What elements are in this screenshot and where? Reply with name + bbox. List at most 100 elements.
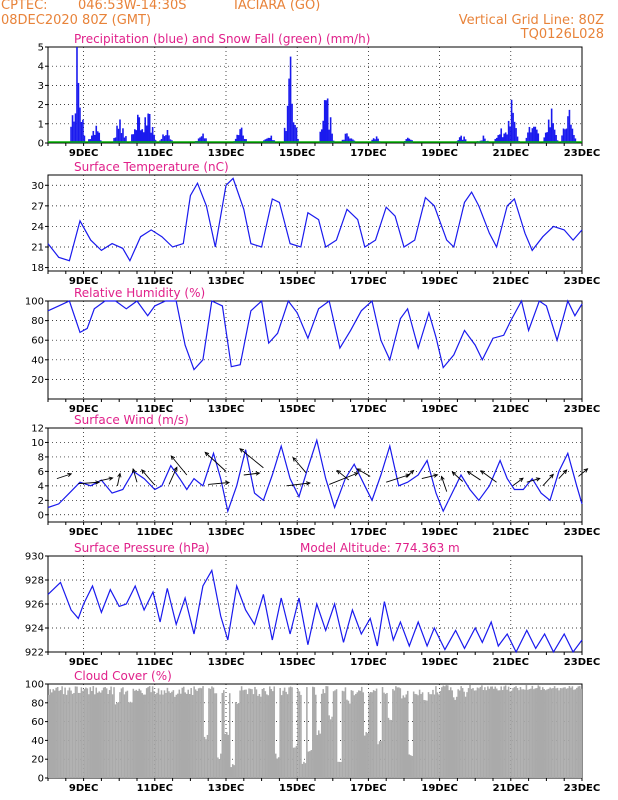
precip-bar [93, 134, 96, 143]
cloud-bar [519, 687, 522, 778]
cloud-bar [390, 720, 393, 778]
cloud-bar [541, 687, 544, 778]
precip-bar [460, 135, 462, 143]
cloud-bar [418, 689, 421, 778]
cloud-bar [301, 763, 304, 778]
cloud-bar [521, 689, 523, 778]
cloud-ytick-label: 20 [31, 755, 44, 766]
cloud-bar [411, 755, 413, 778]
precip-bar [70, 126, 72, 143]
cloud-bar [490, 686, 492, 778]
precip-bar [80, 121, 83, 143]
precip-bar [463, 136, 465, 143]
cloud-bar [122, 687, 124, 778]
pressure-xtick-label: 11DEC [137, 657, 173, 668]
temperature-ytick-label: 27 [31, 201, 44, 212]
cloud-bar [494, 686, 497, 778]
precip-bar [329, 117, 332, 143]
cloud-bar [404, 697, 406, 778]
wind-arrow-head [108, 476, 114, 481]
wind-arrow-head [305, 481, 311, 486]
precip-bar [568, 109, 571, 143]
cloud-bar [203, 736, 206, 778]
cloud-bar [199, 687, 201, 778]
pressure-xtick-label: 15DEC [279, 657, 315, 668]
wind-xtick-label: 17DEC [350, 527, 386, 538]
precip-bar [74, 113, 77, 143]
cloud-bar [504, 685, 507, 778]
cloud-bar [212, 687, 215, 778]
cloud-bar [402, 695, 405, 778]
precip-bar [297, 138, 299, 143]
precip-bar [525, 137, 528, 143]
cloud-bar [227, 734, 230, 778]
precip-bar [464, 139, 467, 143]
cloud-bar [154, 694, 157, 778]
cloud-xtick-label: 13DEC [208, 783, 244, 794]
cloud-bar [257, 695, 259, 778]
cloud-bar [96, 692, 99, 778]
cloud-bar [263, 688, 265, 778]
pressure-xtick-label: 23DEC [564, 657, 600, 668]
precip-bar [77, 82, 80, 143]
precip-bar [503, 133, 505, 143]
header-grid-note: Vertical Grid Line: 80Z [458, 13, 604, 28]
precip-bar [374, 139, 376, 143]
cloud-bar [113, 687, 115, 778]
cloud-bar [555, 688, 557, 778]
cloud-bar [452, 697, 455, 778]
precip-bar [498, 134, 501, 143]
cloud-bar [349, 703, 351, 778]
cloud-bar [208, 688, 210, 778]
precip-bar [166, 130, 169, 143]
cloud-bar [476, 687, 479, 778]
cloud-bar [405, 694, 408, 778]
wind-ytick-label: 8 [38, 452, 44, 463]
humidity-xtick-label: 23DEC [564, 404, 600, 415]
precip-bar [531, 128, 534, 143]
cloud-bar [412, 691, 415, 778]
cloud-ytick-label: 60 [31, 717, 44, 728]
cloud-bar [438, 694, 440, 778]
cloud-bar [59, 690, 62, 778]
cloud-bar [151, 686, 154, 778]
cloud-bar [507, 686, 510, 778]
cloud-bar [313, 687, 316, 778]
cloud-bar [282, 690, 284, 778]
cloud-bar [337, 761, 339, 778]
wind-arrow [452, 471, 464, 482]
humidity-xtick-label: 13DEC [208, 404, 244, 415]
cloud-bar [329, 719, 332, 778]
wind-arrow-head [518, 477, 524, 482]
humidity-ytick-label: 100 [25, 297, 44, 308]
cloud-bar [239, 690, 241, 778]
cloud-bar [306, 687, 308, 778]
cloud-bar [105, 688, 108, 778]
wind-arrow [467, 471, 481, 481]
wind-arrow-head [562, 469, 568, 475]
precip-bar [267, 137, 270, 143]
precip-xtick-label: 13DEC [208, 148, 244, 159]
cloud-bar [209, 688, 212, 778]
cloud-bar [530, 688, 532, 778]
wind-arrow [78, 481, 100, 485]
temperature-xtick-label: 15DEC [279, 276, 315, 287]
precip-bar [145, 125, 148, 143]
cloud-bar [139, 690, 142, 778]
precip-bar [574, 138, 577, 143]
precip-bar [346, 133, 348, 143]
cloud-bar [169, 692, 172, 778]
cloud-bar [543, 689, 545, 778]
cloud-bar [77, 692, 80, 778]
cloud-bar [444, 686, 446, 778]
cloud-bar [531, 685, 534, 778]
cloud-bar [461, 688, 464, 778]
cloud-bar [380, 741, 382, 778]
cloud-bar [251, 689, 253, 778]
cloud-bar [245, 689, 247, 778]
temperature-xtick-label: 23DEC [564, 276, 600, 287]
precip-ytick-label: 1 [38, 119, 44, 130]
cloud-bar [168, 691, 170, 778]
cloud-bar [129, 701, 132, 778]
